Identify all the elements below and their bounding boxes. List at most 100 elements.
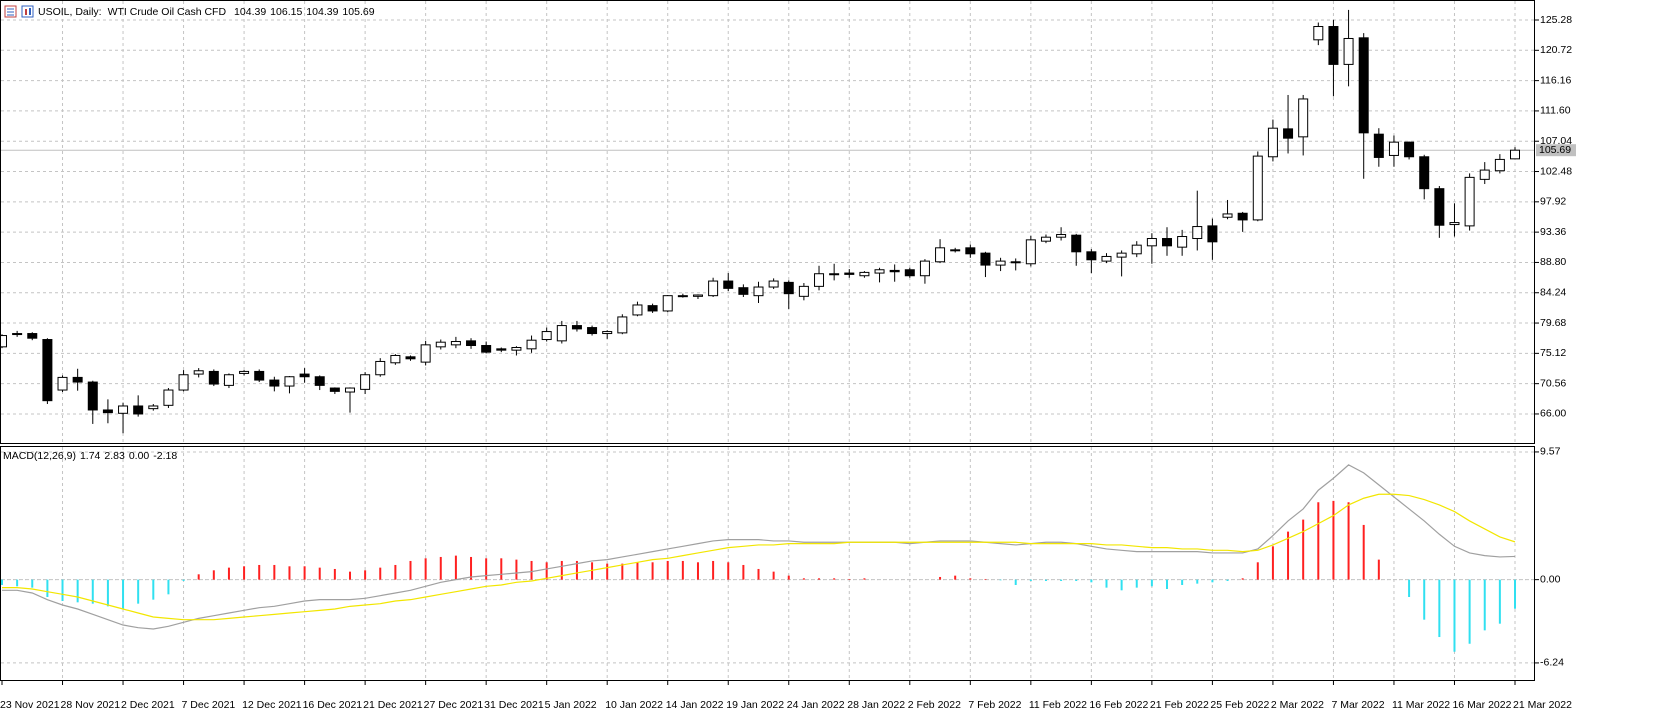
candle-body [254, 370, 265, 381]
macd-level-value: 0.00 [129, 450, 150, 462]
candle-body [1086, 251, 1097, 261]
candle-body [541, 331, 552, 341]
x-tick-label: 31 Dec 2021 [484, 699, 544, 711]
x-tick-label: 25 Feb 2022 [1210, 699, 1269, 711]
x-tick-label: 5 Jan 2022 [545, 699, 597, 711]
candle-body [662, 295, 673, 312]
candle-body [1192, 226, 1203, 240]
x-tick-label: 7 Dec 2021 [182, 699, 236, 711]
x-tick-label: 14 Jan 2022 [666, 699, 724, 711]
x-tick-label: 28 Jan 2022 [847, 699, 905, 711]
candle-body [829, 273, 840, 276]
candle-body [1237, 212, 1248, 221]
y-tick-label: -6.24 [1540, 657, 1564, 669]
candle-body [178, 374, 189, 391]
candle-body [1494, 158, 1505, 172]
header-close: 105.69 [342, 6, 374, 18]
y-tick-label: 93.36 [1540, 226, 1566, 238]
y-tick-label: 79.68 [1540, 317, 1566, 329]
candle-body [435, 341, 446, 348]
candle-body [420, 344, 431, 363]
x-tick-label: 11 Feb 2022 [1029, 699, 1087, 711]
candle-body [1222, 213, 1233, 218]
x-tick-label: 12 Dec 2021 [242, 699, 302, 711]
candle-body [1177, 236, 1188, 248]
y-tick-label: 120.72 [1540, 44, 1572, 56]
candle-body [692, 294, 703, 297]
y-tick-label: 97.92 [1540, 196, 1566, 208]
candle-body [783, 281, 794, 295]
candle-body [1404, 141, 1415, 158]
x-tick-label: 21 Mar 2022 [1513, 699, 1572, 711]
icon-bar [25, 9, 27, 15]
candle-body [889, 269, 900, 273]
candle-body [27, 333, 38, 339]
candle-body [375, 360, 386, 376]
candle-body [1267, 127, 1278, 158]
candle-body [496, 348, 507, 351]
candle-body [450, 341, 461, 346]
x-tick-label: 24 Jan 2022 [787, 699, 845, 711]
x-tick-label: 7 Mar 2022 [1331, 699, 1384, 711]
y-tick-label: 125.28 [1540, 14, 1572, 26]
candle-body [617, 316, 628, 334]
candle-body [1419, 156, 1430, 190]
candle-body [753, 286, 764, 297]
candle-body [526, 339, 537, 350]
candle-body [1146, 238, 1157, 247]
candle-body [935, 247, 946, 263]
candle-body [42, 339, 53, 402]
y-tick-label: 66.00 [1540, 408, 1566, 420]
x-tick-label: 19 Jan 2022 [726, 699, 784, 711]
candle-body [1434, 188, 1445, 226]
price-pane-frame [0, 0, 1535, 444]
candle-body [1056, 234, 1067, 238]
candle-body [859, 271, 870, 277]
y-tick-label: 70.56 [1540, 377, 1566, 389]
candle-body [965, 247, 976, 255]
candle-body [950, 249, 961, 252]
candle-body [299, 373, 310, 378]
candle-body [814, 273, 825, 287]
candle-body [57, 376, 68, 391]
y-tick-label: 107.04 [1540, 135, 1572, 147]
candle-body [193, 370, 204, 375]
candle-body [738, 287, 749, 295]
candle-body [980, 252, 991, 266]
candle-body [223, 374, 234, 386]
candle-body [360, 374, 371, 390]
price-tag [1536, 144, 1576, 157]
icon-chart [21, 5, 34, 18]
candle-body [1358, 37, 1369, 134]
candle-body [72, 376, 83, 383]
candle-body [677, 295, 688, 298]
x-tick-label: 16 Dec 2021 [303, 699, 363, 711]
macd-line [2, 464, 1516, 630]
candle-body [798, 285, 809, 297]
macd-header: MACD(12,26,9) 1.74 2.83 0.00 -2.18 [3, 450, 177, 462]
candle-body [844, 272, 855, 275]
candle-body [602, 331, 613, 335]
y-tick-label: 0.00 [1540, 573, 1561, 585]
chart-title: USOIL, Daily: [38, 6, 102, 18]
x-tick-label: 2 Feb 2022 [908, 699, 961, 711]
y-tick-label: 84.24 [1540, 287, 1566, 299]
candle-body [1343, 37, 1354, 65]
x-tick-label: 21 Dec 2021 [363, 699, 423, 711]
candle-body [1162, 238, 1173, 247]
macd-main-value: 1.74 [80, 450, 101, 462]
x-tick-label: 2 Mar 2022 [1271, 699, 1324, 711]
candle-body [723, 280, 734, 289]
candle-body [314, 376, 325, 386]
candle-body [466, 340, 477, 347]
candle-body [1298, 98, 1309, 138]
candle-body [1313, 26, 1324, 41]
candle-body [1010, 261, 1021, 264]
candle-body [708, 280, 719, 297]
y-tick-label: 88.80 [1540, 256, 1566, 268]
x-tick-label: 23 Nov 2021 [0, 699, 60, 711]
macd-line [2, 493, 1516, 621]
macd-histogram-value: -2.18 [153, 450, 177, 462]
